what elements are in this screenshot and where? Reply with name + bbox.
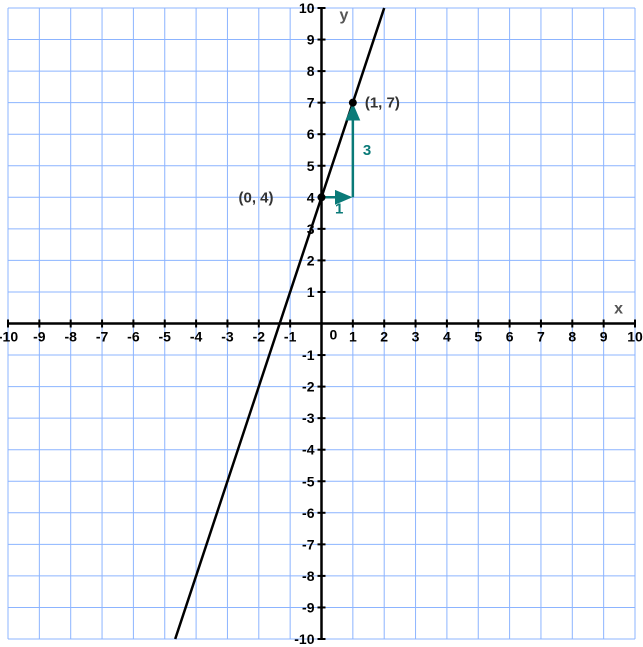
y-tick-label: 5 xyxy=(307,158,315,174)
x-tick-label: -8 xyxy=(64,329,77,345)
slope-rise-label: 3 xyxy=(363,142,371,159)
x-tick-label: -5 xyxy=(159,329,172,345)
plotted-point xyxy=(349,99,357,107)
slope-run-label: 1 xyxy=(335,200,343,217)
y-tick-label: -9 xyxy=(302,599,315,615)
y-tick-label: -6 xyxy=(302,505,315,521)
y-tick-label: 10 xyxy=(299,0,315,16)
x-tick-label: -6 xyxy=(127,329,140,345)
x-tick-label: 3 xyxy=(412,329,420,345)
y-tick-label: -4 xyxy=(302,442,315,458)
x-tick-label: -2 xyxy=(253,329,266,345)
x-tick-label: 7 xyxy=(537,329,545,345)
y-tick-label: 1 xyxy=(307,284,315,300)
x-axis-label: x xyxy=(614,301,623,318)
x-tick-label: -4 xyxy=(190,329,203,345)
x-tick-label: -1 xyxy=(284,329,297,345)
y-tick-label: 9 xyxy=(307,32,315,48)
y-tick-label: -2 xyxy=(302,379,315,395)
y-tick-label: -3 xyxy=(302,410,315,426)
x-tick-label: -10 xyxy=(0,329,18,345)
point-label: (0, 4) xyxy=(238,189,273,206)
chart-svg: -10-9-8-7-6-5-4-3-2-1012345678910-10-9-8… xyxy=(0,0,643,647)
plotted-point xyxy=(318,193,326,201)
x-tick-label: 2 xyxy=(380,329,388,345)
tick-label-origin: 0 xyxy=(330,327,338,343)
y-tick-label: -7 xyxy=(302,536,315,552)
x-tick-label: 9 xyxy=(600,329,608,345)
y-tick-label: -8 xyxy=(302,568,315,584)
y-tick-label: 2 xyxy=(307,252,315,268)
y-axis-label: y xyxy=(340,7,349,24)
x-tick-label: -9 xyxy=(33,329,46,345)
x-tick-label: 1 xyxy=(349,329,357,345)
coordinate-plane-chart: -10-9-8-7-6-5-4-3-2-1012345678910-10-9-8… xyxy=(0,0,643,647)
x-tick-label: 5 xyxy=(474,329,482,345)
x-tick-label: -3 xyxy=(221,329,234,345)
point-label: (1, 7) xyxy=(365,95,400,112)
x-tick-label: 10 xyxy=(627,329,643,345)
y-tick-label: -5 xyxy=(302,473,315,489)
x-tick-label: 6 xyxy=(506,329,514,345)
x-tick-label: -7 xyxy=(96,329,109,345)
x-tick-label: 4 xyxy=(443,329,451,345)
y-tick-label: 6 xyxy=(307,126,315,142)
y-tick-label: -10 xyxy=(294,631,314,647)
y-tick-label: 7 xyxy=(307,95,315,111)
x-tick-label: 8 xyxy=(568,329,576,345)
y-tick-label: -1 xyxy=(302,347,315,363)
y-tick-label: 8 xyxy=(307,63,315,79)
y-tick-label: 4 xyxy=(307,189,315,205)
